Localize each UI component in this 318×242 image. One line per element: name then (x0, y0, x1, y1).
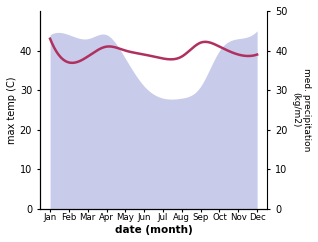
Y-axis label: max temp (C): max temp (C) (7, 76, 17, 144)
X-axis label: date (month): date (month) (115, 225, 192, 235)
Y-axis label: med. precipitation
(kg/m2): med. precipitation (kg/m2) (292, 68, 311, 152)
